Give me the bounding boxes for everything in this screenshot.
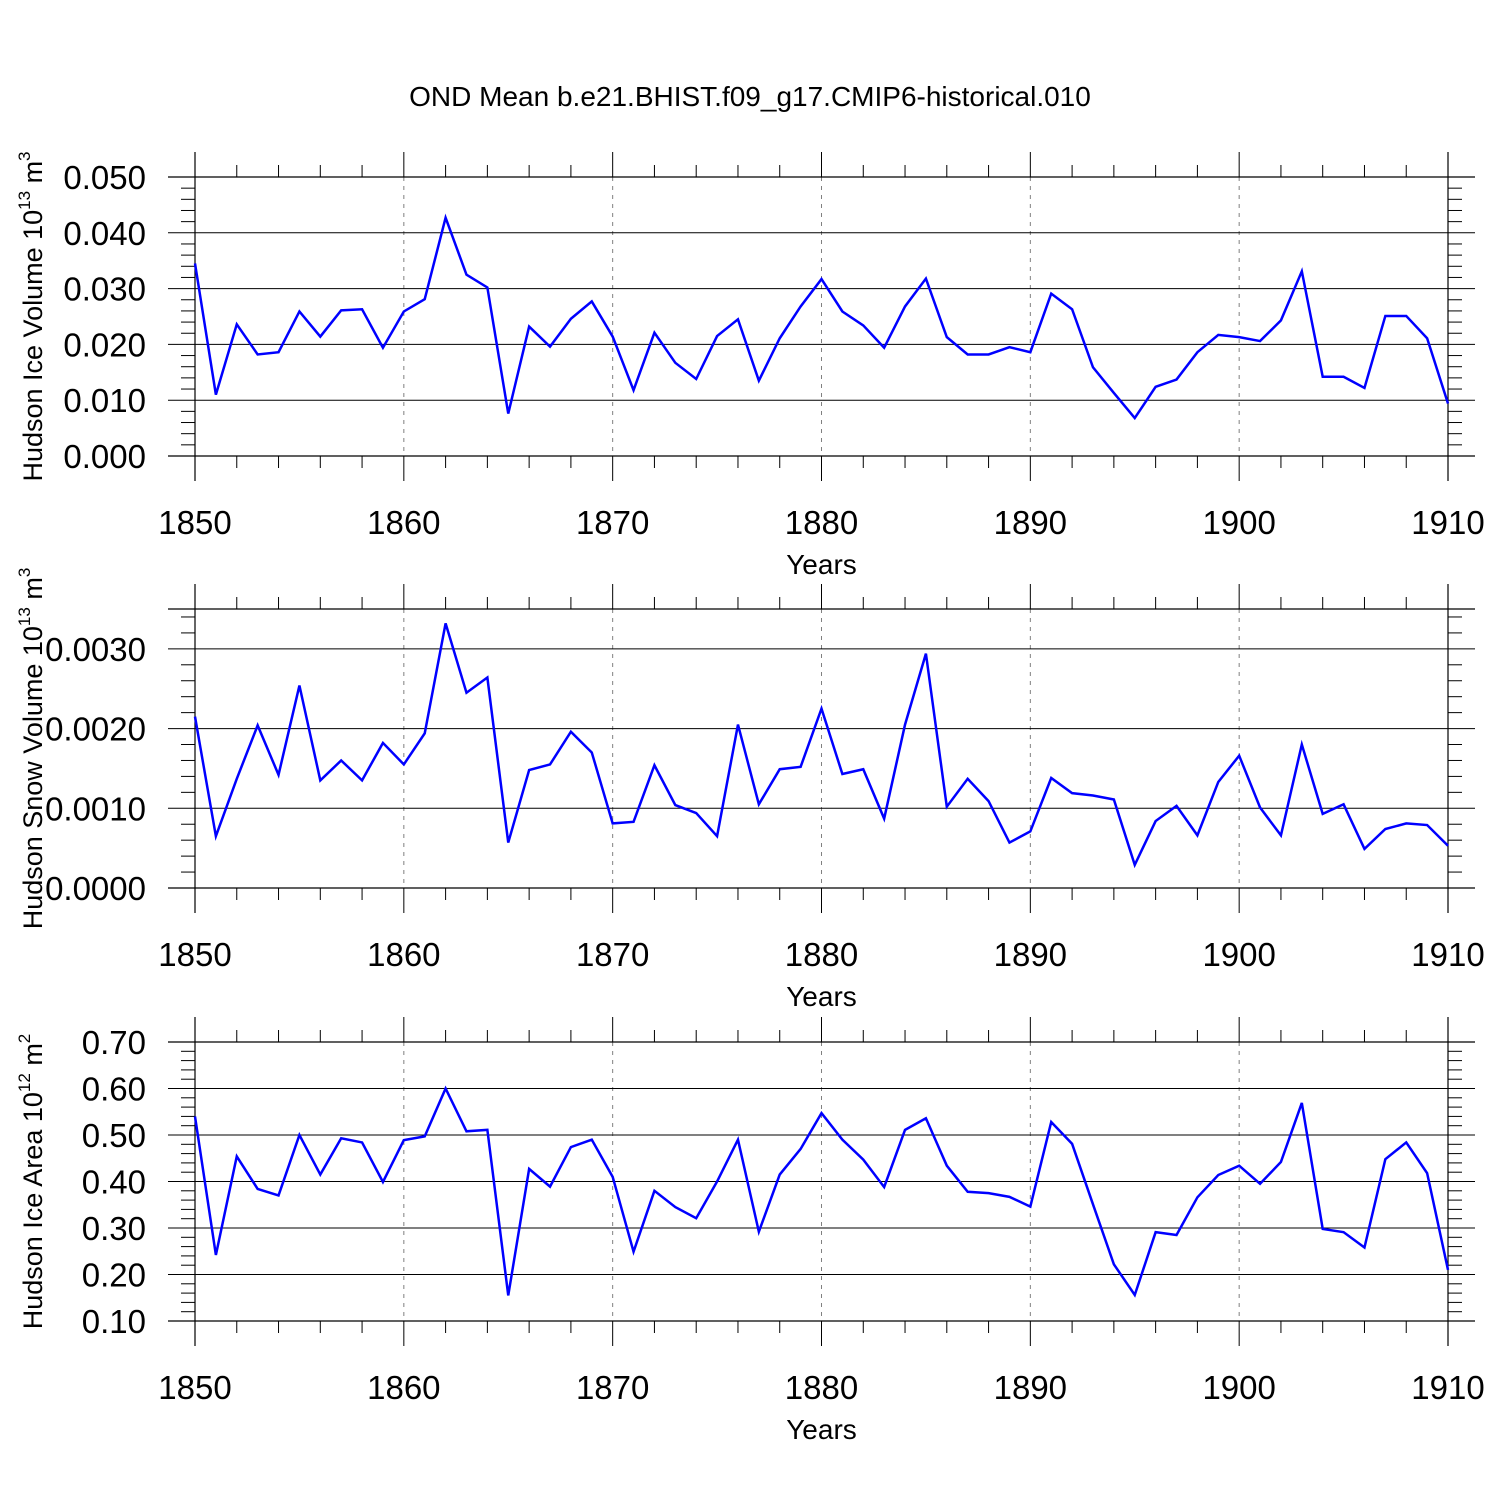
y-tick-label: 0.60 <box>82 1071 146 1108</box>
y-axis-label-part: Hudson Snow Volume 10 <box>18 626 48 929</box>
x-tick-label: 1880 <box>785 936 858 973</box>
y-tick-label: 0.10 <box>82 1303 146 1340</box>
y-axis-label-part: m <box>18 1043 48 1073</box>
x-tick-label: 1880 <box>785 1369 858 1406</box>
x-tick-label: 1870 <box>576 504 649 541</box>
x-tick-label: 1860 <box>367 1369 440 1406</box>
y-axis-label-part: 3 <box>15 151 34 160</box>
y-axis-label: Hudson Ice Area 1012 m2 <box>15 1034 48 1330</box>
x-tick-label: 1900 <box>1202 936 1275 973</box>
x-tick-label: 1860 <box>367 936 440 973</box>
y-axis-label-part: Hudson Ice Area 10 <box>18 1092 48 1329</box>
x-tick-label: 1850 <box>158 504 231 541</box>
y-axis-label-part: m <box>18 161 48 191</box>
y-tick-label: 0.50 <box>82 1117 146 1154</box>
x-axis-label: Years <box>786 1414 857 1445</box>
series-line <box>193 213 1450 421</box>
y-tick-label: 0.030 <box>63 271 146 308</box>
y-tick-label: 0.000 <box>63 438 146 475</box>
x-tick-label: 1890 <box>994 504 1067 541</box>
y-axis-label-part: Hudson Ice Volume 10 <box>18 210 48 482</box>
y-axis-label: Hudson Ice Volume 1013 m3 <box>15 151 48 481</box>
x-tick-label: 1850 <box>158 936 231 973</box>
y-tick-label: 0.0020 <box>45 711 146 748</box>
y-axis-label-part: 3 <box>15 568 34 577</box>
y-axis-label: Hudson Snow Volume 1013 m3 <box>15 568 48 930</box>
x-axis-label: Years <box>786 981 857 1012</box>
x-tick-label: 1870 <box>576 1369 649 1406</box>
x-tick-label: 1910 <box>1411 1369 1484 1406</box>
y-tick-label: 0.40 <box>82 1164 146 1201</box>
x-tick-label: 1900 <box>1202 504 1275 541</box>
y-tick-label: 0.020 <box>63 326 146 363</box>
y-tick-label: 0.0010 <box>45 790 146 827</box>
y-axis-label-part: m <box>18 577 48 607</box>
series-line <box>193 622 1449 869</box>
y-tick-label: 0.70 <box>82 1024 146 1061</box>
x-tick-label: 1860 <box>367 504 440 541</box>
x-tick-label: 1890 <box>994 936 1067 973</box>
x-axis-label: Years <box>786 549 857 580</box>
y-tick-label: 0.20 <box>82 1257 146 1294</box>
x-tick-label: 1880 <box>785 504 858 541</box>
y-tick-label: 0.30 <box>82 1210 146 1247</box>
y-tick-label: 0.040 <box>63 215 146 252</box>
x-tick-label: 1900 <box>1202 1369 1275 1406</box>
x-tick-label: 1870 <box>576 936 649 973</box>
series-line <box>193 1085 1450 1298</box>
x-tick-label: 1910 <box>1411 936 1484 973</box>
y-axis-label-part: 2 <box>15 1034 34 1043</box>
panel-1: 0.000 0.010 0.020 0.030 0.040 0.050 1850 1860 18… <box>15 151 1485 580</box>
x-tick-label: 1910 <box>1411 504 1484 541</box>
panel-3: 0.10 0.20 0.30 0.40 0.50 0.60 0.70 1850 1860 1870… <box>15 1017 1485 1445</box>
y-tick-label: 0.0030 <box>45 631 146 668</box>
y-tick-label: 0.050 <box>63 159 146 196</box>
x-tick-label: 1890 <box>994 1369 1067 1406</box>
y-tick-label: 0.010 <box>63 382 146 419</box>
chart-title: OND Mean b.e21.BHIST.f09_g17.CMIP6-histo… <box>409 81 1091 112</box>
panel-2: 0.0000 0.0010 0.0020 0.0030 1850 1860 1870 1880… <box>15 568 1485 1012</box>
y-axis-label-part: 13 <box>15 191 34 210</box>
y-tick-label: 0.0000 <box>45 870 146 907</box>
x-tick-label: 1850 <box>158 1369 231 1406</box>
y-axis-label-part: 13 <box>15 607 34 626</box>
y-axis-label-part: 12 <box>15 1073 34 1092</box>
